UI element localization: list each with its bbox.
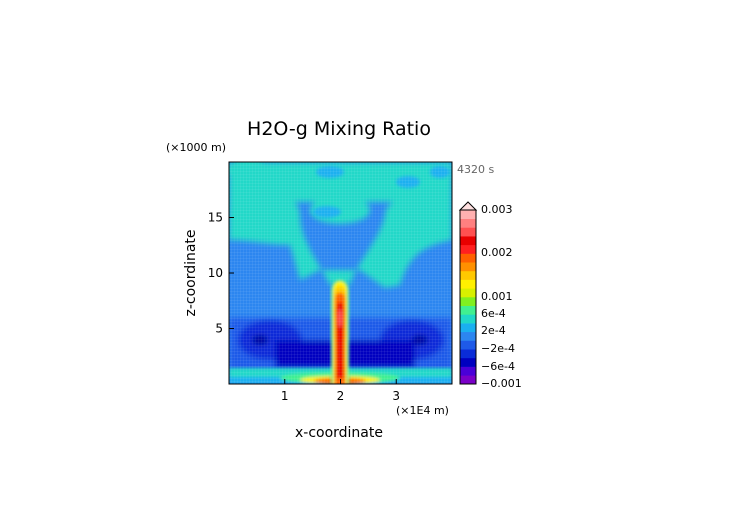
colorbar-extend-arrow <box>458 201 478 211</box>
colorbar-swatch <box>460 305 476 315</box>
colorbar-swatch <box>460 375 476 385</box>
colorbar-swatch <box>460 297 476 306</box>
time-label: 4320 s <box>457 163 494 176</box>
x-axis-label: x-coordinate <box>295 425 383 441</box>
colorbar-swatch <box>460 366 476 376</box>
x-tick-label: 2 <box>337 389 345 403</box>
y-axis-label: z-coordinate <box>183 229 199 316</box>
x-axis-ticks: 1 2 3 <box>281 379 400 403</box>
y-axis-ticks: 5 10 15 <box>208 211 234 336</box>
colorbar-swatch <box>460 323 476 333</box>
y-tick-label: 5 <box>215 322 223 336</box>
colorbar-swatch <box>460 218 476 228</box>
y-unit-label: (×1000 m) <box>166 141 226 154</box>
colorbar-label: 6e-4 <box>481 307 506 320</box>
y-tick-label: 10 <box>208 266 223 280</box>
colorbar-swatch <box>460 349 476 359</box>
colorbar: 0.003 0.002 0.001 6e-4 2e-4 −2e-4 −6e-4 −0.001 <box>458 201 522 390</box>
colorbar-swatch <box>460 279 476 289</box>
colorbar-swatch <box>460 227 476 237</box>
colorbar-label: −2e-4 <box>481 342 515 355</box>
colorbar-swatch <box>460 340 476 350</box>
heatmap-field <box>229 162 452 384</box>
chart-title: H2O-g Mixing Ratio <box>247 118 431 140</box>
colorbar-label: 0.003 <box>481 203 513 216</box>
colorbar-swatch <box>460 262 476 272</box>
colorbar-label: 2e-4 <box>481 324 506 337</box>
x-tick-label: 1 <box>281 389 289 403</box>
colorbar-swatch <box>460 244 476 254</box>
colorbar-label: −6e-4 <box>481 360 515 373</box>
y-tick-label: 15 <box>208 211 223 225</box>
colorbar-swatch <box>460 253 476 263</box>
colorbar-swatch <box>460 288 476 298</box>
x-tick-label: 3 <box>392 389 400 403</box>
colorbar-label: 0.002 <box>481 246 513 259</box>
colorbar-swatch <box>460 210 476 219</box>
colorbar-label: −0.001 <box>481 377 522 390</box>
colorbar-swatch <box>460 331 476 341</box>
colorbar-swatch <box>460 236 476 246</box>
colorbar-label: 0.001 <box>481 290 513 303</box>
colorbar-swatch <box>460 314 476 324</box>
x-unit-label: (×1E4 m) <box>396 404 449 417</box>
colorbar-swatch <box>460 270 476 280</box>
colorbar-swatch <box>460 357 476 367</box>
